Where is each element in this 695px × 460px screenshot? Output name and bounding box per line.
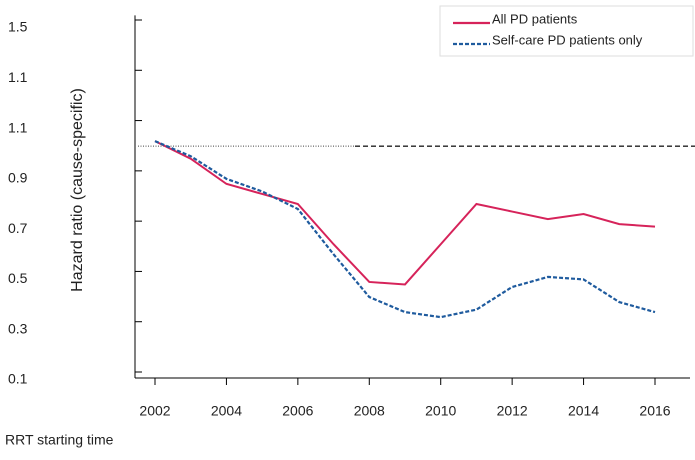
y-tick-label: 1.1: [8, 69, 28, 85]
y-axis-label: Hazard ratio (cause-specific): [69, 88, 86, 292]
x-tick-label: 2012: [497, 403, 528, 419]
y-tick-label: 0.7: [8, 220, 28, 236]
x-tick-label: 2002: [139, 403, 170, 419]
y-tick-label: 0.9: [8, 170, 28, 186]
x-tick-label: 2004: [211, 403, 242, 419]
x-tick-label: 2006: [282, 403, 313, 419]
legend-label: All PD patients: [492, 11, 578, 26]
line-series: [154, 140, 656, 319]
x-tick-label: 2014: [568, 403, 599, 419]
x-tick-label: 2010: [425, 403, 456, 419]
y-tick-label: 0.3: [8, 320, 28, 336]
x-tick-label: 2008: [354, 403, 385, 419]
y-tick-label: 0.1: [8, 371, 28, 387]
legend-label: Self-care PD patients only: [492, 32, 643, 47]
legend-box: [439, 5, 694, 57]
x-axis-label: RRT starting time: [5, 432, 114, 448]
y-tick-label: 1.5: [8, 19, 28, 35]
y-tick-label: 0.5: [8, 270, 28, 286]
line-series: [154, 140, 656, 286]
x-tick-label: 2016: [639, 403, 670, 419]
y-tick-label: 1.1: [8, 119, 28, 135]
